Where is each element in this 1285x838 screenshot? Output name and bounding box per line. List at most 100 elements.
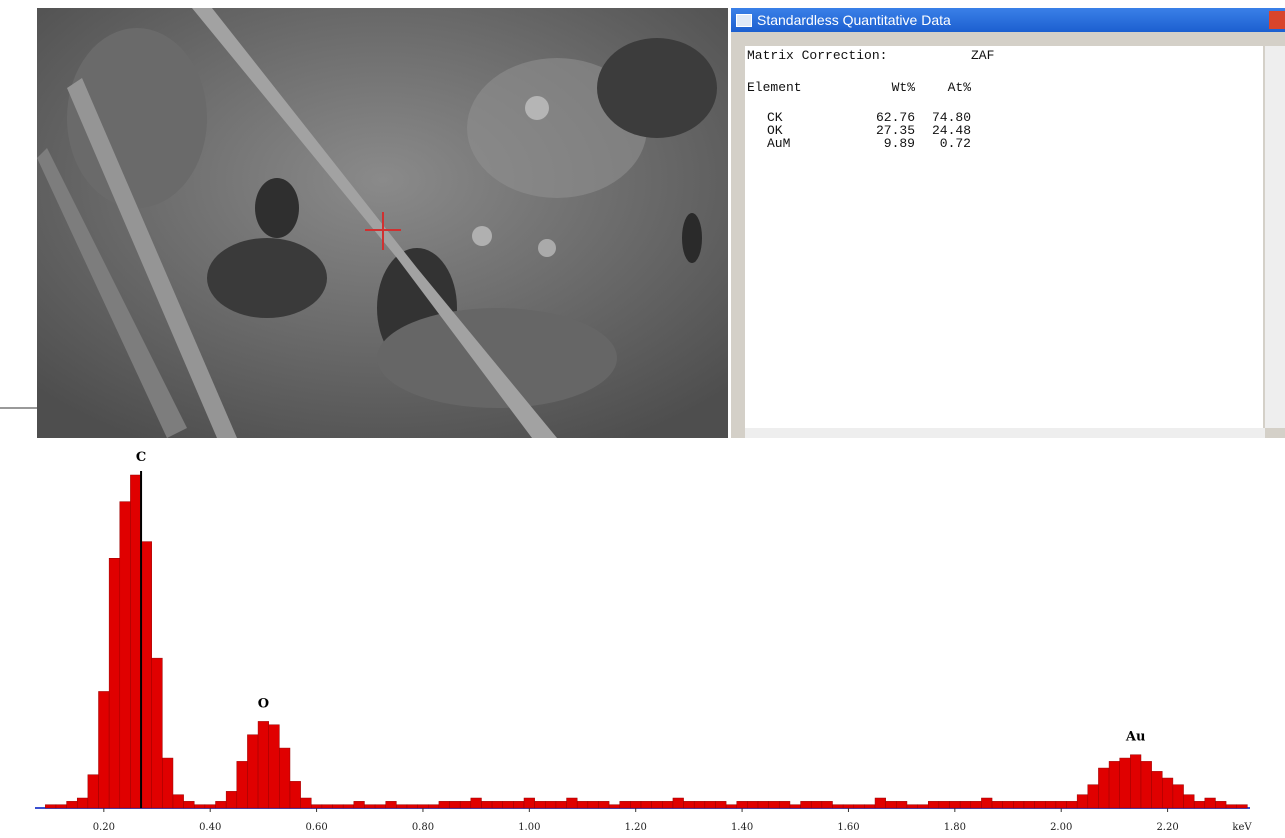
spectrum-bin [1045, 801, 1056, 808]
spectrum-bin [1152, 771, 1163, 808]
spectrum-bin [779, 801, 790, 808]
close-button[interactable] [1269, 11, 1285, 29]
spectrum-bin [981, 798, 992, 808]
peak-label: O [258, 696, 269, 711]
spectrum-bin [1067, 801, 1078, 808]
spectrum-bin [928, 801, 939, 808]
x-tick-label: 0.40 [199, 822, 221, 833]
spectrum-bin [88, 775, 99, 808]
spectrum-bin [886, 801, 897, 808]
spectrum-bin [1205, 798, 1216, 808]
spectrum-bin [269, 725, 280, 808]
h-scrollbar[interactable] [745, 428, 1265, 438]
spectrum-bin [960, 801, 971, 808]
spectrum-bin [811, 801, 822, 808]
page: {"window": {"title": "Standardless Quant… [0, 0, 1285, 838]
spectrum-bin [99, 691, 110, 808]
spectrum-bin [620, 801, 631, 808]
spectrum-bin [1077, 795, 1088, 808]
spectrum-bin [1056, 801, 1067, 808]
spectrum-bin [545, 801, 556, 808]
spectrum-bin [354, 801, 365, 808]
spectrum-bin [801, 801, 812, 808]
x-tick-label: 2.00 [1050, 822, 1072, 833]
spectrum-bin [301, 798, 312, 808]
matrix-label: Matrix Correction: [747, 48, 887, 63]
spectrum-bin [120, 502, 131, 808]
spectrum-bin [67, 801, 78, 808]
spectrum-bin [77, 798, 88, 808]
spectrum-bin [428, 805, 439, 808]
spectrum-bin [216, 801, 227, 808]
spectrum-bin [162, 758, 173, 808]
x-axis-label: keV [1232, 822, 1252, 833]
spectrum-bin [652, 801, 663, 808]
spectrum-bin [226, 791, 237, 808]
spectrum-bin [56, 805, 67, 808]
spectrum-bin [992, 801, 1003, 808]
spectrum-bin [439, 801, 450, 808]
peak-label: C [136, 450, 146, 465]
x-tick-label: 0.80 [412, 822, 434, 833]
spectrum-bin [577, 801, 588, 808]
x-tick-label: 1.40 [731, 822, 753, 833]
spectrum-bin [194, 805, 205, 808]
spectrum-bin [130, 475, 141, 808]
spectrum-bin [854, 805, 865, 808]
spectrum-bin [333, 805, 344, 808]
spectrum-bin [322, 805, 333, 808]
spectrum-bin [492, 801, 503, 808]
spectrum-bin [1024, 801, 1035, 808]
spectrum-bin [45, 805, 56, 808]
spectrum-bin [247, 735, 258, 808]
table-cell: Element [747, 80, 802, 95]
spectrum-bin [971, 801, 982, 808]
spectrum-bin [939, 801, 950, 808]
x-tick-label: 0.60 [305, 822, 327, 833]
spectrum-bin [950, 801, 961, 808]
matrix-value: ZAF [971, 48, 994, 63]
spectrum-bin [588, 801, 599, 808]
spectrum-bin [364, 805, 375, 808]
spectrum-bin [747, 801, 758, 808]
spectrum-bin [205, 805, 216, 808]
spectrum-bin [109, 558, 120, 808]
spectrum-bin [662, 801, 673, 808]
x-tick-label: 1.20 [625, 822, 647, 833]
spectrum-bin [173, 795, 184, 808]
spectrum-bin [375, 805, 386, 808]
spectrum-bin [386, 801, 397, 808]
spectrum-bin [832, 805, 843, 808]
spectrum-bin [311, 805, 322, 808]
spectrum-bin [396, 805, 407, 808]
spectrum-bin [152, 658, 163, 808]
spectrum-bin [481, 801, 492, 808]
spectrum-bin [705, 801, 716, 808]
spectrum-bin [1215, 801, 1226, 808]
spectrum-bin [1013, 801, 1024, 808]
spectrum-bin [822, 801, 833, 808]
spectrum-bin [418, 805, 429, 808]
spectrum-bin [896, 801, 907, 808]
spectrum-bin [918, 805, 929, 808]
spectrum-bin [237, 761, 248, 808]
scrollbar[interactable] [1265, 46, 1285, 428]
spectrum-bin [1141, 761, 1152, 808]
x-tick-label: 2.20 [1156, 822, 1178, 833]
table-cell: Wt% [855, 80, 915, 95]
spectrum-bin [1035, 801, 1046, 808]
spectrum-bin [290, 781, 301, 808]
spectrum-bin [864, 805, 875, 808]
title-bar: Standardless Quantitative Data [731, 8, 1285, 32]
spectrum-bin [503, 801, 514, 808]
table-cell: At% [911, 80, 971, 95]
spectrum-bin [1120, 758, 1131, 808]
x-tick-label: 1.80 [944, 822, 966, 833]
spectrum-bin [790, 805, 801, 808]
window-title: Standardless Quantitative Data [757, 12, 951, 28]
spectrum-bin [513, 801, 524, 808]
spectrum-bin [641, 801, 652, 808]
quant-window: Standardless Quantitative Data Matrix Co… [731, 8, 1285, 438]
peak-label: Au [1125, 730, 1146, 745]
